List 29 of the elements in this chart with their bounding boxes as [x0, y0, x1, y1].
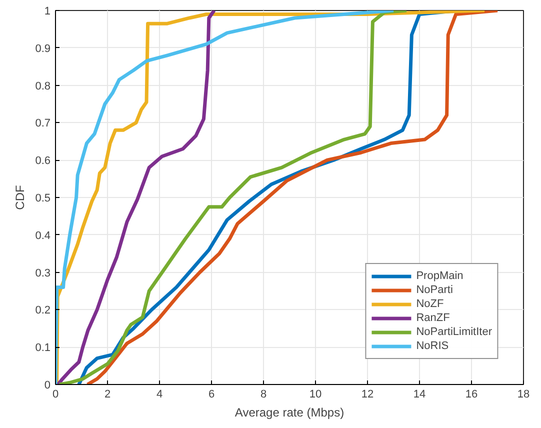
x-axis-title: Average rate (Mbps) — [234, 406, 344, 420]
y-tick-label: 0.4 — [35, 230, 51, 242]
legend-label: NoZF — [416, 297, 444, 311]
y-tick-label: 0 — [44, 380, 51, 392]
y-tick-label: 0.1 — [35, 342, 51, 354]
y-axis-title: CDF — [13, 185, 28, 210]
x-tick-label: 2 — [104, 388, 111, 400]
y-tick-label: 0.7 — [35, 118, 51, 130]
x-tick-label: 4 — [156, 388, 163, 400]
x-tick-label: 0 — [52, 388, 59, 400]
x-tick-label: 12 — [361, 388, 374, 400]
y-tick-label: 1 — [44, 6, 51, 18]
legend-label: RanZF — [416, 311, 450, 325]
legend-label: NoPartiLimitIter — [416, 325, 492, 339]
x-tick-label: 6 — [208, 388, 215, 400]
x-tick-label: 8 — [260, 388, 267, 400]
y-tick-label: 0.8 — [35, 80, 51, 92]
x-tick-label: 14 — [413, 388, 426, 400]
legend-label: NoParti — [416, 283, 453, 297]
x-tick-label: 18 — [517, 388, 530, 400]
y-tick-label: 0.2 — [35, 304, 51, 317]
legend-label: PropMain — [416, 269, 464, 283]
x-tick-label: 10 — [309, 388, 322, 400]
y-tick-label: 0.3 — [35, 267, 51, 280]
y-tick-label: 0.5 — [35, 192, 51, 204]
y-tick-label: 0.9 — [35, 42, 51, 55]
x-tick-label: 16 — [465, 388, 478, 400]
y-tick-label: 0.6 — [35, 155, 51, 168]
legend-label: NoRIS — [416, 339, 449, 353]
